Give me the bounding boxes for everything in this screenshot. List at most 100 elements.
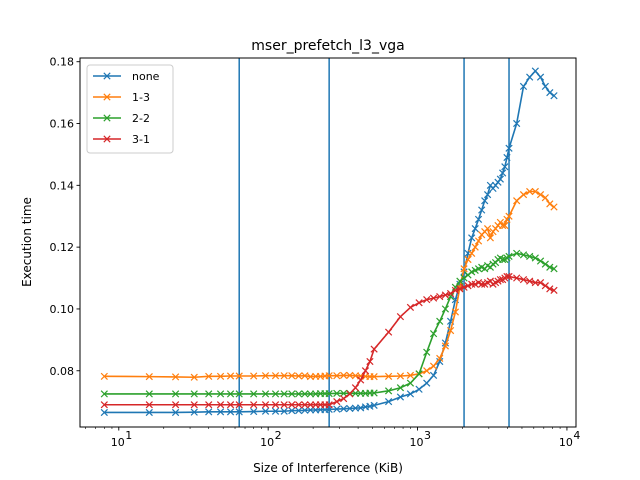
x-tick-exponent-10: 1 [125, 429, 132, 442]
series-none [100, 67, 558, 417]
data-point-none-54 [503, 153, 511, 162]
data-point-2-2-57 [519, 251, 528, 259]
data-point-3-1-56 [513, 274, 521, 282]
data-point-1-3-29 [396, 372, 405, 380]
data-point-2-2-38 [456, 277, 464, 285]
data-point-1-3-36 [446, 326, 455, 335]
data-point-1-3-14-stroke-b [301, 372, 309, 380]
data-point-3-1-58 [526, 277, 534, 285]
data-point-2-2-38-stroke-b [456, 277, 464, 285]
series-line-none [104, 70, 555, 414]
data-point-3-1-14-stroke-b [301, 401, 309, 409]
data-point-3-1-15-stroke-b [306, 401, 315, 409]
legend-label-2-2: 2-2 [132, 112, 150, 125]
data-point-none-9-stroke-b [261, 407, 270, 415]
data-point-2-2-62-stroke-b [546, 263, 554, 271]
data-point-1-3-63-stroke-b [550, 203, 558, 211]
legend-marker-1-3 [103, 93, 111, 101]
data-point-2-2-46-stroke-b [483, 262, 492, 270]
data-point-3-1-9 [261, 401, 270, 409]
data-point-1-3-35-stroke-b [441, 342, 450, 350]
data-point-2-2-28 [384, 387, 393, 395]
data-point-none-9 [261, 407, 270, 415]
data-point-none-21-stroke-b [340, 405, 348, 413]
data-point-1-3-43-stroke-b [474, 237, 483, 245]
data-point-3-1-2 [171, 401, 180, 409]
x-tick-label-100: 10 [260, 436, 274, 449]
data-point-none-8-stroke-b [250, 407, 258, 416]
data-point-1-3-47-stroke-b [486, 234, 494, 242]
data-point-2-2-44-stroke-b [478, 263, 486, 271]
legend-marker-none [103, 72, 111, 80]
data-point-1-3-11 [280, 372, 288, 380]
data-point-3-1-44 [478, 280, 486, 288]
data-point-3-1-11-stroke-b [280, 401, 288, 409]
data-point-none-5-stroke-b [216, 408, 225, 416]
data-point-3-1-4 [205, 401, 213, 409]
data-point-2-2-4-stroke-b [205, 390, 213, 398]
data-point-3-1-29 [396, 313, 405, 321]
data-point-none-29-stroke-b [396, 393, 405, 401]
data-point-1-3-0 [100, 372, 108, 380]
data-point-1-3-35 [441, 342, 450, 350]
data-point-1-3-0-stroke-b [100, 372, 108, 380]
data-point-2-2-29-stroke-b [396, 384, 405, 392]
data-point-none-41 [468, 234, 476, 242]
data-point-3-1-7 [235, 401, 243, 409]
data-point-2-2-60-stroke-b [536, 257, 545, 265]
data-point-none-33-stroke-b [429, 371, 438, 380]
data-point-none-10-stroke-b [271, 407, 280, 415]
data-point-3-1-44-stroke-b [478, 280, 486, 288]
data-point-3-1-22-stroke-b [346, 390, 354, 398]
data-point-2-2-58-stroke-b [526, 252, 534, 261]
data-point-none-57-stroke-b [519, 82, 528, 91]
data-point-3-1-9-stroke-b [261, 401, 270, 409]
plot-area [79, 57, 577, 428]
data-point-2-2-9-stroke-b [261, 390, 270, 398]
data-point-2-2-27-stroke-b [370, 389, 378, 397]
series-line-2-2 [104, 252, 555, 395]
data-point-3-1-60-stroke-b [536, 279, 545, 287]
data-point-2-2-55-stroke-b [505, 252, 513, 261]
data-point-3-1-14 [301, 401, 309, 409]
data-point-1-3-39 [460, 265, 468, 273]
data-point-2-2-13 [295, 390, 303, 398]
data-point-2-2-36-stroke-b [446, 292, 455, 301]
data-point-1-3-3 [190, 373, 198, 381]
y-tick-label-1: 0.10 [50, 303, 75, 316]
data-point-none-12-stroke-b [288, 406, 296, 415]
data-point-none-43 [474, 215, 483, 223]
data-point-1-3-32 [423, 367, 431, 375]
data-point-none-29 [396, 393, 405, 401]
data-point-1-3-22 [346, 371, 354, 380]
legend-item-3-1: 3-1 [93, 133, 150, 146]
x-tick-label-10000: 10 [559, 436, 573, 449]
data-point-2-2-31-stroke-b [415, 370, 423, 378]
data-point-3-1-37 [451, 286, 460, 295]
data-point-2-2-20-stroke-b [333, 389, 341, 397]
data-point-none-1 [145, 408, 153, 417]
data-point-2-2-20 [333, 389, 341, 397]
data-point-2-2-11-stroke-b [280, 390, 288, 398]
data-point-2-2-52-stroke-b [499, 255, 507, 264]
data-point-2-2-0 [100, 390, 108, 398]
data-point-3-1-40 [464, 282, 472, 290]
data-point-none-61-stroke-b [541, 82, 549, 91]
data-point-3-1-55 [505, 272, 513, 281]
data-point-2-2-15-stroke-b [306, 390, 315, 398]
data-point-none-10 [271, 407, 280, 415]
data-point-none-24-stroke-b [357, 404, 365, 412]
data-point-3-1-51 [496, 275, 504, 284]
data-point-none-22-stroke-b [346, 404, 354, 413]
data-point-2-2-30 [406, 379, 415, 387]
data-point-2-2-35 [441, 305, 450, 313]
data-point-2-2-23-stroke-b [351, 389, 360, 397]
data-point-2-2-37-stroke-b [451, 283, 460, 291]
data-point-2-2-6-stroke-b [226, 390, 235, 398]
data-point-3-1-30-stroke-b [406, 303, 415, 312]
y-axis-label: Execution time [20, 197, 34, 287]
data-point-1-3-41 [468, 249, 476, 257]
data-point-2-2-7 [235, 390, 243, 398]
data-point-none-2-stroke-b [171, 408, 180, 417]
data-point-3-1-3 [190, 401, 198, 409]
